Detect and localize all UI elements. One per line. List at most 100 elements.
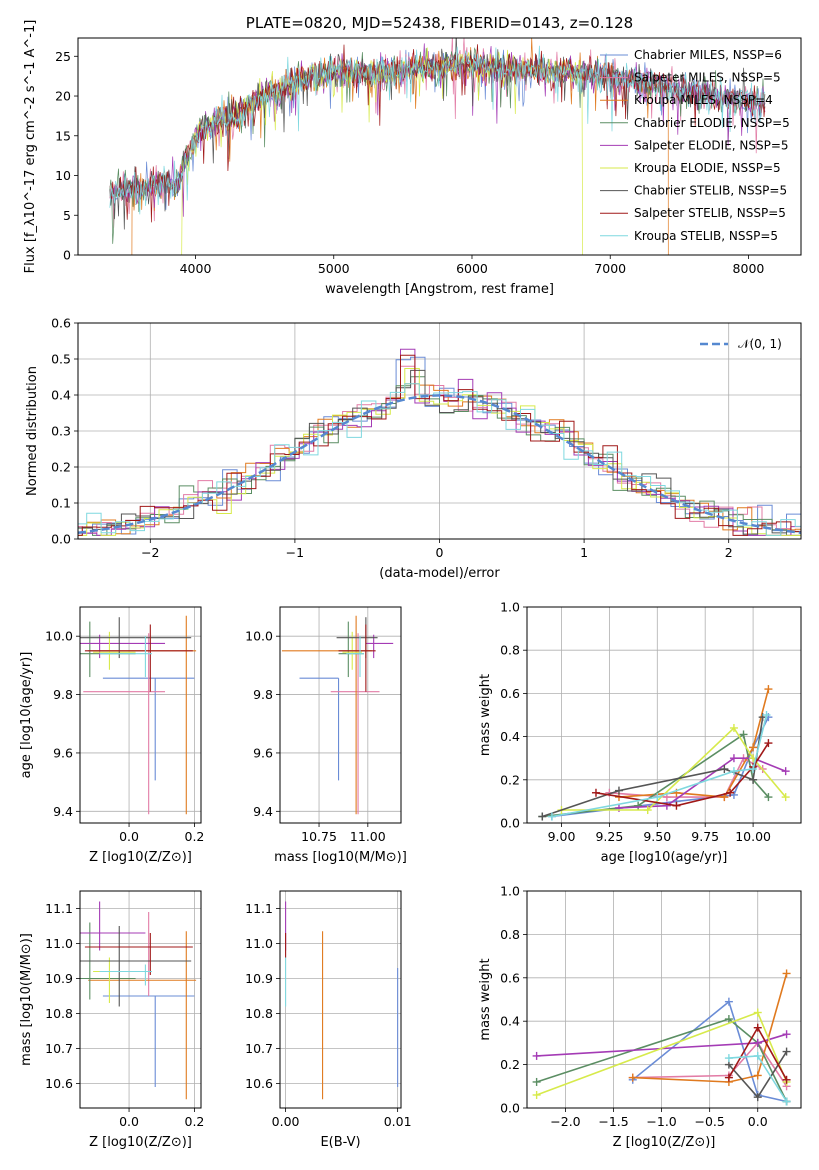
panel-age-vs-mass: 10.75 11.00 9.4 9.6 9.8 10.0 mass [log10(M/M⊙)…	[245, 606, 407, 865]
axes-frame	[77, 322, 802, 540]
weight-line-1	[632, 1041, 788, 1087]
weight-marker	[614, 786, 623, 795]
weight-marker	[781, 793, 790, 802]
weight-marker	[634, 801, 643, 810]
x-tick-label: 5000	[318, 261, 350, 276]
spectrum-legend: Chabrier MILES, NSSP=6 Salpeter MILES, NS…	[600, 48, 790, 243]
weight-marker	[729, 754, 738, 763]
weight-marker	[724, 1054, 733, 1063]
y-tick-label: 15	[55, 128, 71, 143]
error-cross-7	[84, 624, 193, 692]
legend-entry: Salpeter ELODIE, NSSP=5	[634, 138, 789, 152]
weight-marker	[782, 1075, 791, 1084]
error-cross-3	[80, 621, 136, 678]
x-tick-label: 1	[580, 545, 588, 560]
weight-marker	[753, 1051, 762, 1060]
y-tick-label: 5	[63, 208, 71, 223]
y-tick-label: 9.6	[53, 745, 73, 760]
error-cross-4	[365, 634, 394, 659]
error-cross-6	[80, 926, 192, 1007]
y-tick-label: 1.0	[500, 600, 520, 615]
error-cross-7	[84, 933, 193, 975]
y-axis-label: mass weight	[478, 958, 493, 1040]
axes-frame	[79, 606, 202, 824]
x-axis-label: mass [log10(M/M⊙)]	[274, 850, 407, 865]
y-tick-label: 0.0	[500, 1101, 520, 1116]
spectrum-line-6	[109, 38, 766, 230]
weight-marker	[724, 1073, 733, 1082]
x-tick-label: 0.01	[384, 1114, 412, 1129]
y-tick-label: 10.0	[45, 629, 73, 644]
residual-histogram-6	[78, 369, 801, 535]
x-tick-label: 9.50	[643, 829, 671, 844]
y-axis-label: age [log10(age/yr)]	[19, 652, 34, 779]
error-cross-7	[338, 624, 376, 692]
x-axis-label: age [log10(age/yr)]	[601, 850, 728, 865]
y-tick-label: 10.6	[45, 1076, 73, 1091]
y-tick-label: 10	[55, 168, 71, 183]
y-tick-label: 10.0	[245, 629, 273, 644]
y-tick-label: 9.8	[53, 687, 73, 702]
weight-marker	[628, 1073, 637, 1082]
weight-marker	[762, 711, 771, 719]
legend-entry: Kroupa MILES, NSSP=4	[634, 93, 773, 107]
y-axis-label: mass weight	[478, 674, 493, 756]
y-tick-label: 10.9	[245, 971, 273, 986]
weight-marker	[538, 812, 547, 821]
y-tick-label: 9.6	[253, 745, 273, 760]
y-tick-label: 11.0	[45, 936, 73, 951]
y-tick-label: 0.3	[51, 424, 71, 439]
x-tick-label: 0.0	[748, 1114, 768, 1129]
x-tick-label: −0.5	[694, 1114, 724, 1129]
weight-marker	[643, 806, 652, 815]
axes-frame	[526, 890, 802, 1109]
weight-marker	[753, 1071, 762, 1080]
error-cross-8	[346, 636, 364, 678]
weight-marker	[764, 739, 773, 748]
weight-marker	[749, 743, 758, 752]
y-tick-label: 0.2	[500, 1057, 520, 1072]
error-cross-4	[80, 634, 166, 659]
legend-entry: Salpeter MILES, NSSP=5	[634, 71, 781, 85]
weight-marker	[782, 1097, 791, 1106]
y-tick-label: 0.8	[500, 927, 520, 942]
y-tick-label: 0.0	[500, 816, 520, 831]
axes-frame	[279, 606, 402, 824]
weight-marker	[781, 767, 790, 776]
y-tick-label: 11.0	[245, 936, 273, 951]
x-axis-label: wavelength [Angstrom, rest frame]	[325, 282, 554, 297]
x-axis-label: Z [log10(Z/Z⊙)]	[89, 850, 192, 865]
y-tick-label: 11.1	[245, 901, 273, 916]
x-tick-label: 6000	[456, 261, 488, 276]
y-tick-label: 25	[55, 49, 71, 64]
y-tick-label: 0.4	[500, 729, 520, 744]
y-axis-label: Normed distribution	[25, 366, 40, 496]
y-tick-label: 10.9	[45, 971, 73, 986]
y-tick-label: 10.7	[45, 1041, 73, 1056]
weight-marker	[782, 1030, 791, 1039]
legend-entry: Chabrier STELIB, NSSP=5	[634, 184, 787, 198]
error-cross-2	[88, 931, 197, 1100]
panel-age-vs-Z: 0.0 0.2 9.4 9.6 9.8 10.0 Z [log10(Z/Z⊙)] age [l…	[19, 606, 204, 865]
weight-marker	[739, 730, 748, 739]
y-tick-label: 0.4	[500, 1014, 520, 1029]
y-tick-label: 0	[63, 248, 71, 263]
panel-spectrum: 4000 5000 6000 7000 8000 0 5 10 15 20 25 wavelength…	[23, 20, 802, 297]
y-tick-label: 10.6	[245, 1076, 273, 1091]
legend-entry: Kroupa STELIB, NSSP=5	[634, 229, 778, 243]
weight-marker	[532, 1090, 541, 1099]
axes-frame	[279, 890, 402, 1109]
axes-frame	[77, 37, 802, 256]
normal-curve	[78, 394, 801, 534]
weight-marker	[672, 801, 681, 810]
weight-marker	[726, 788, 735, 797]
legend-entry: Chabrier MILES, NSSP=6	[634, 48, 782, 62]
x-tick-label: 10.00	[735, 829, 771, 844]
y-tick-label: 0.8	[500, 643, 520, 658]
y-axis-label: mass [log10(M/M⊙)]	[19, 933, 34, 1066]
weight-marker	[749, 775, 758, 784]
x-axis-label: Z [log10(Z/Z⊙)]	[89, 1135, 192, 1150]
x-tick-label: 0.0	[119, 829, 139, 844]
weight-marker	[724, 997, 733, 1006]
weight-marker	[532, 1051, 541, 1060]
